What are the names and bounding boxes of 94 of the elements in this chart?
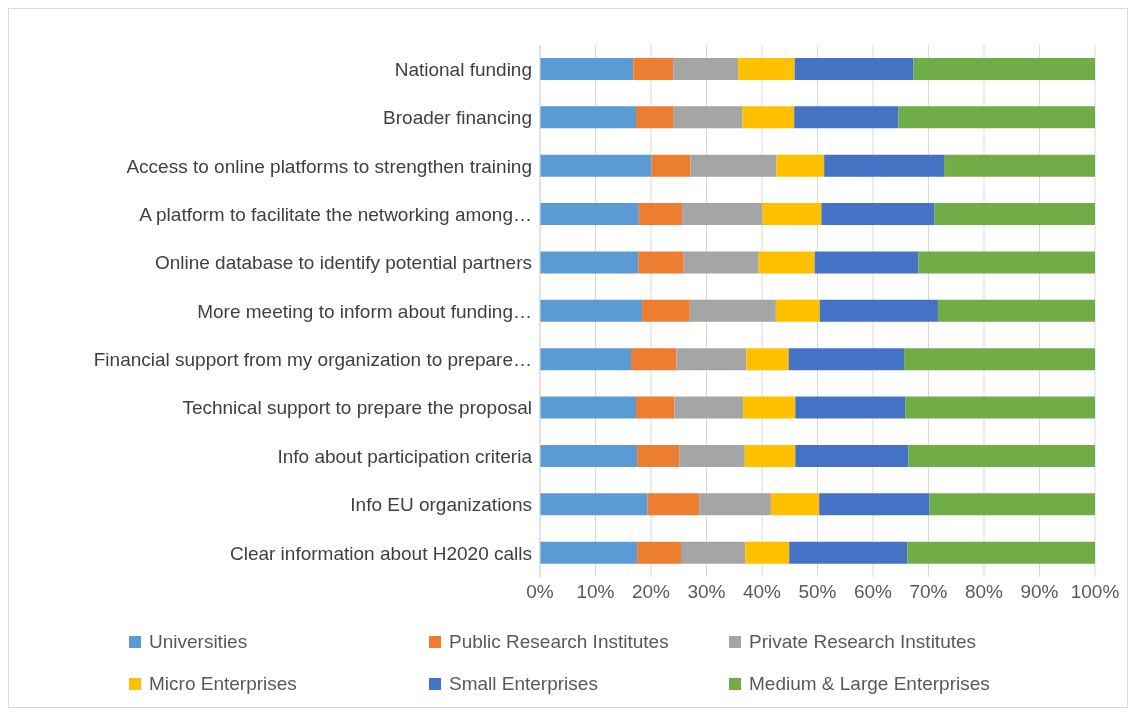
bar bbox=[795, 396, 906, 419]
bar bbox=[746, 348, 789, 371]
x-tick-label: 60% bbox=[853, 581, 893, 603]
bar bbox=[794, 58, 914, 80]
bar bbox=[690, 154, 777, 177]
x-tick-label: 90% bbox=[1020, 581, 1059, 603]
legend-label: Public Research Institutes bbox=[449, 631, 669, 653]
x-tick-label: 10% bbox=[576, 581, 615, 603]
bar bbox=[744, 444, 796, 467]
y-tick-label: Technical support to prepare the proposal bbox=[182, 397, 532, 419]
bar bbox=[934, 203, 1095, 226]
bar bbox=[904, 348, 1095, 371]
y-tick-label: National funding bbox=[394, 58, 532, 80]
bar bbox=[633, 58, 674, 80]
bar bbox=[680, 541, 746, 564]
bar bbox=[762, 203, 822, 226]
legend-label: Universities bbox=[149, 631, 248, 653]
bar bbox=[540, 251, 639, 274]
bar bbox=[944, 154, 1095, 177]
bar bbox=[689, 299, 776, 322]
bar bbox=[674, 396, 744, 419]
x-tick-label: 50% bbox=[798, 581, 837, 603]
x-tick-label: 30% bbox=[687, 581, 726, 603]
bar bbox=[913, 58, 1095, 80]
bar bbox=[679, 444, 745, 467]
bar bbox=[929, 493, 1095, 516]
bar bbox=[794, 106, 899, 129]
bar bbox=[918, 251, 1095, 274]
bar bbox=[540, 348, 632, 371]
x-tick-label: 20% bbox=[631, 581, 671, 603]
bar bbox=[636, 396, 675, 419]
bar bbox=[937, 299, 1095, 322]
bar bbox=[775, 299, 820, 322]
bar bbox=[821, 203, 935, 226]
x-tick-label: 100% bbox=[1070, 581, 1120, 603]
bar bbox=[824, 154, 945, 177]
legend-label: Private Research Institutes bbox=[749, 631, 977, 653]
bar bbox=[540, 396, 637, 419]
bar bbox=[682, 203, 763, 226]
y-tick-label: More meeting to inform about funding… bbox=[197, 300, 532, 322]
x-tick-label: 40% bbox=[742, 581, 782, 603]
bar bbox=[540, 58, 634, 80]
bar bbox=[540, 299, 643, 322]
bar bbox=[776, 154, 825, 177]
legend-label: Medium & Large Enterprises bbox=[749, 673, 990, 695]
bar bbox=[683, 251, 759, 274]
bar bbox=[540, 493, 648, 516]
bar bbox=[676, 348, 747, 371]
bar bbox=[638, 251, 684, 274]
bar bbox=[742, 106, 795, 129]
bar bbox=[898, 106, 1095, 129]
bar bbox=[907, 541, 1095, 564]
bar bbox=[540, 106, 637, 129]
bar bbox=[540, 444, 638, 467]
bar bbox=[636, 106, 674, 129]
bar bbox=[795, 444, 909, 467]
y-tick-label: A platform to facilitate the networking among… bbox=[139, 204, 532, 226]
bar bbox=[637, 444, 680, 467]
bar bbox=[814, 251, 919, 274]
y-tick-label: Info EU organizations bbox=[350, 494, 532, 516]
bar bbox=[540, 541, 638, 564]
bar bbox=[673, 106, 743, 129]
y-tick-label: Clear information about H2020 calls bbox=[229, 542, 532, 564]
bar bbox=[770, 493, 820, 516]
bar bbox=[651, 154, 691, 177]
x-tick-label: 80% bbox=[964, 581, 1004, 603]
bar bbox=[637, 541, 681, 564]
x-tick-label: 70% bbox=[909, 581, 948, 603]
x-tick-label: 0% bbox=[526, 581, 554, 603]
bar bbox=[642, 299, 690, 322]
bar bbox=[631, 348, 677, 371]
y-tick-label: Broader financing bbox=[383, 107, 532, 129]
y-tick-label: Online database to identify potential partners bbox=[154, 252, 532, 274]
bar bbox=[738, 58, 795, 80]
y-tick-label: Access to online platforms to strengthen training bbox=[126, 155, 532, 177]
bar bbox=[819, 493, 930, 516]
bar bbox=[673, 58, 739, 80]
bar bbox=[540, 154, 652, 177]
bar bbox=[819, 299, 938, 322]
bar bbox=[758, 251, 815, 274]
y-tick-label: Financial support from my organization to prepare… bbox=[93, 349, 532, 371]
legend-label: Small Enterprises bbox=[449, 673, 598, 695]
bar bbox=[908, 444, 1095, 467]
bar bbox=[540, 203, 639, 226]
bar bbox=[647, 493, 700, 516]
bar bbox=[745, 541, 790, 564]
bar bbox=[743, 396, 796, 419]
bar bbox=[788, 348, 905, 371]
bar bbox=[789, 541, 908, 564]
bar bbox=[638, 203, 683, 226]
bar bbox=[905, 396, 1095, 419]
bar bbox=[699, 493, 771, 516]
y-tick-label: Info about participation criteria bbox=[277, 445, 533, 467]
legend-label: Micro Enterprises bbox=[149, 673, 297, 695]
